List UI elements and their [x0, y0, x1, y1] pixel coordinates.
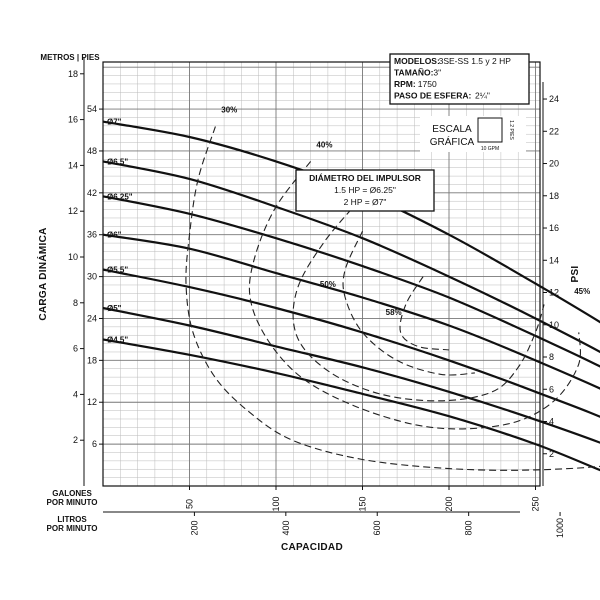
psi-tick-label: 4: [549, 417, 554, 427]
metres-tick-label: 16: [68, 115, 78, 125]
impeller-curve-label: Ø7": [107, 118, 122, 127]
impeller-curve: [102, 306, 600, 444]
psi-tick-label: 6: [549, 384, 554, 394]
metres-tick-label: 14: [68, 160, 78, 170]
impeller-title: DIÁMETRO DEL IMPULSOR: [309, 173, 421, 183]
psi-tick-label: 20: [549, 159, 559, 169]
left-axis-title: CARGA DINÁMICA: [36, 227, 49, 320]
major-grid: [103, 62, 540, 486]
gpm-tick-label: 50: [185, 499, 195, 509]
impeller-curve: [102, 233, 600, 390]
lpm-label-line2: POR MINUTO: [47, 524, 98, 533]
psi-tick-label: 12: [549, 288, 559, 298]
metres-tick-label: 12: [68, 206, 78, 216]
gpm-label-line1: GALONES: [52, 489, 92, 498]
feet-tick-label: 18: [87, 355, 97, 365]
feet-tick-label: 6: [92, 439, 97, 449]
feet-tick-label: 12: [87, 397, 97, 407]
psi-tick-label: 16: [549, 223, 559, 233]
scale-text-1: ESCALA: [432, 124, 472, 135]
scale-side-label: 1.2 PIES: [508, 120, 514, 140]
metres-tick-label: 18: [68, 69, 78, 79]
psi-tick-label: 22: [549, 126, 559, 136]
impeller-curve-label: Ø6.5": [107, 157, 128, 166]
psi-tick-label: 24: [549, 94, 559, 104]
efficiency-curve: [185, 126, 600, 471]
impeller-curves: [102, 120, 600, 472]
impeller-curve: [102, 160, 600, 354]
lpm-tick-label: 400: [281, 520, 291, 535]
lpm-label-line1: LITROS: [57, 515, 87, 524]
impeller-line-2: 2 HP = Ø7": [344, 197, 387, 207]
impeller-curve-label: Ø5.5": [107, 266, 128, 275]
feet-tick-label: 24: [87, 313, 97, 323]
lpm-tick-label: 600: [372, 520, 382, 535]
models-box-value: 3SE-SS 1.5 y 2 HP: [439, 56, 512, 66]
psi-tick-label: 8: [549, 352, 554, 362]
efficiency-curves: [185, 126, 600, 471]
models-box-key: PASO DE ESFERA:: [394, 91, 471, 101]
efficiency-label: 50%: [320, 280, 336, 289]
bottom-axis-title: CAPACIDAD: [281, 542, 343, 553]
impeller-line-1: 1.5 HP = Ø6.25": [334, 185, 396, 195]
scale-bottom-label: 10 GPM: [481, 146, 499, 152]
metres-tick-label: 6: [73, 344, 78, 354]
efficiency-curve: [399, 276, 450, 351]
metres-tick-label: 8: [73, 298, 78, 308]
efficiency-curve: [342, 230, 475, 376]
models-box-value: 3": [433, 68, 441, 78]
info-boxes: MODELOS:3SE-SS 1.5 y 2 HP TAMAÑO: 3" RPM: 17…: [295, 53, 530, 212]
efficiency-curve: [292, 192, 545, 402]
models-box-key: TAMAÑO:: [394, 68, 434, 78]
impeller-box: [295, 169, 435, 212]
scale-text-2: GRÁFICA: [430, 135, 475, 148]
lpm-tick-label: 800: [464, 520, 474, 535]
scale-square: [477, 117, 503, 143]
feet-tick-label: 42: [87, 188, 97, 198]
models-box-value: 2¼": [475, 91, 490, 101]
impeller-curve: [102, 195, 600, 368]
efficiency-curve: [248, 161, 581, 430]
left-axis-header: METROS | PIES: [40, 53, 100, 62]
psi-tick-label: 2: [549, 449, 554, 459]
impeller-curve: [102, 268, 600, 418]
feet-tick-label: 48: [87, 146, 97, 156]
lpm-tick-label: 1000: [555, 518, 565, 538]
efficiency-label: 30%: [221, 106, 237, 115]
metres-tick-label: 4: [73, 389, 78, 399]
gpm-tick-label: 250: [531, 496, 541, 511]
psi-tick-label: 10: [549, 320, 559, 330]
efficiency-label: 58%: [386, 308, 402, 317]
lpm-tick-label: 200: [189, 520, 199, 535]
models-box: [389, 53, 530, 105]
impeller-curve: [102, 338, 600, 472]
minor-grid: [103, 62, 540, 486]
psi-tick-label: 14: [549, 255, 559, 265]
efficiency-label: 45%: [574, 287, 590, 296]
right-axis-title: PSI: [570, 265, 581, 282]
efficiency-label: 40%: [316, 140, 332, 149]
feet-tick-label: 30: [87, 272, 97, 282]
gpm-tick-label: 150: [358, 496, 368, 511]
feet-tick-label: 36: [87, 230, 97, 240]
gpm-tick-label: 200: [444, 496, 454, 511]
gpm-label-line2: POR MINUTO: [47, 498, 98, 507]
scale-box-bg: [420, 116, 526, 152]
impeller-curve-label: Ø6": [107, 231, 122, 240]
metres-tick-label: 2: [73, 435, 78, 445]
impeller-curve-label: Ø6.25": [107, 192, 133, 201]
metres-tick-label: 10: [68, 252, 78, 262]
feet-tick-label: 54: [87, 104, 97, 114]
psi-tick-label: 18: [549, 191, 559, 201]
impeller-curve-label: Ø4.5": [107, 335, 128, 344]
impeller-curve-label: Ø5": [107, 304, 122, 313]
models-box-key: RPM:: [394, 79, 416, 89]
gpm-tick-label: 100: [271, 496, 281, 511]
impeller-curve: [102, 120, 600, 324]
models-box-value: 1750: [418, 79, 437, 89]
models-box-key: MODELOS:: [394, 56, 440, 66]
